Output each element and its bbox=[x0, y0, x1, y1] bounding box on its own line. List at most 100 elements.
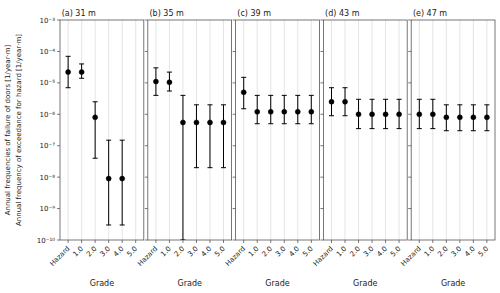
point bbox=[417, 112, 422, 117]
panel: Hazard1.02.03.04.05.0Grade(c) 39 m bbox=[224, 9, 319, 288]
plot-frame bbox=[323, 20, 407, 240]
x-tick bbox=[122, 240, 123, 243]
x-tick bbox=[182, 240, 183, 243]
x-tick bbox=[209, 240, 210, 243]
panel: Hazard1.02.03.04.05.0Grade(b) 35 m bbox=[136, 9, 231, 288]
grid-line bbox=[223, 20, 224, 240]
x-tick-label: 4.0 bbox=[200, 245, 214, 259]
point bbox=[153, 79, 158, 84]
plot-frame bbox=[236, 20, 320, 240]
error-cap-high bbox=[167, 72, 172, 73]
x-tick-label: 4.0 bbox=[112, 245, 126, 259]
error-cap-low bbox=[356, 128, 361, 129]
error-cap-high bbox=[194, 104, 199, 105]
x-tick bbox=[345, 240, 346, 243]
x-tick-label: 4.0 bbox=[288, 245, 302, 259]
grid-line bbox=[459, 20, 460, 240]
y-tick bbox=[408, 208, 411, 209]
error-cap-low bbox=[255, 123, 260, 124]
y-tick bbox=[233, 240, 236, 241]
x-tick bbox=[155, 240, 156, 243]
y-tick bbox=[233, 145, 236, 146]
marks bbox=[241, 77, 314, 123]
panel-title: (b) 35 m bbox=[149, 9, 184, 18]
grid-line bbox=[331, 20, 332, 240]
error-cap-high bbox=[430, 99, 435, 100]
marks bbox=[417, 99, 490, 130]
x-tick-label: 1.0 bbox=[247, 245, 261, 259]
x-tick-label: 2.0 bbox=[436, 245, 450, 259]
point bbox=[221, 120, 226, 125]
grid-line bbox=[196, 20, 197, 240]
y-tick bbox=[320, 240, 323, 241]
point bbox=[457, 115, 462, 120]
x-tick bbox=[108, 240, 109, 243]
error-cap-low bbox=[79, 78, 84, 79]
x-tick-label: 4.0 bbox=[463, 245, 477, 259]
error-cap-high bbox=[457, 104, 462, 105]
error-cap-high bbox=[255, 95, 260, 96]
error-cap-high bbox=[329, 87, 334, 88]
x-tick-label: 5.0 bbox=[213, 245, 227, 259]
error-cap-high bbox=[444, 104, 449, 105]
y-tick bbox=[57, 82, 60, 83]
grid-line bbox=[68, 20, 69, 240]
y-tick bbox=[145, 145, 148, 146]
error-cap-low bbox=[180, 240, 185, 241]
y-tick bbox=[145, 114, 148, 115]
point bbox=[194, 120, 199, 125]
x-tick-label: 1.0 bbox=[335, 245, 349, 259]
point bbox=[329, 99, 334, 104]
error-cap-high bbox=[66, 56, 71, 57]
point bbox=[484, 115, 489, 120]
error-cap-low bbox=[207, 167, 212, 168]
y-tick bbox=[320, 177, 323, 178]
error-cap-low bbox=[66, 87, 71, 88]
error-cap-high bbox=[343, 87, 348, 88]
point bbox=[356, 112, 361, 117]
x-tick-label: 3.0 bbox=[186, 245, 200, 259]
error-bar bbox=[209, 105, 210, 168]
grid-line bbox=[81, 20, 82, 240]
error-cap-low bbox=[194, 167, 199, 168]
y-tick bbox=[408, 82, 411, 83]
error-cap-low bbox=[295, 123, 300, 124]
x-tick-label: Hazard bbox=[400, 245, 423, 268]
y-tick bbox=[320, 51, 323, 52]
y-tick-label: 10⁻⁶ bbox=[40, 111, 56, 119]
x-tick bbox=[243, 240, 244, 243]
point bbox=[397, 112, 402, 117]
x-tick-label: 2.0 bbox=[348, 245, 362, 259]
y-tick-label: 10⁻¹⁰ bbox=[37, 237, 55, 245]
error-cap-low bbox=[417, 128, 422, 129]
grid-line bbox=[169, 20, 170, 240]
y-tick-label: 10⁻³ bbox=[40, 17, 56, 25]
error-cap-high bbox=[180, 95, 185, 96]
error-cap-low bbox=[397, 128, 402, 129]
x-axis-label: Grade bbox=[90, 279, 114, 288]
x-tick bbox=[223, 240, 224, 243]
error-bar bbox=[108, 140, 109, 225]
error-bar bbox=[122, 140, 123, 225]
panel-title: (a) 31 m bbox=[62, 9, 96, 18]
y-tick bbox=[145, 177, 148, 178]
error-bar bbox=[196, 105, 197, 168]
x-tick-label: 5.0 bbox=[301, 245, 315, 259]
error-cap-low bbox=[343, 115, 348, 116]
panel: 10⁻¹⁰10⁻⁹10⁻⁸10⁻⁷10⁻⁶10⁻⁵10⁻⁴10⁻³Hazard1… bbox=[37, 9, 144, 288]
x-axis-label: Grade bbox=[178, 279, 202, 288]
grid-line bbox=[122, 20, 123, 240]
y-tick bbox=[233, 177, 236, 178]
x-tick-label: 3.0 bbox=[99, 245, 113, 259]
grid-line bbox=[108, 20, 109, 240]
error-cap-low bbox=[471, 130, 476, 131]
error-bar bbox=[95, 102, 96, 158]
x-tick bbox=[372, 240, 373, 243]
x-tick-label: Hazard bbox=[224, 245, 247, 268]
x-tick bbox=[432, 240, 433, 243]
x-tick bbox=[459, 240, 460, 243]
point bbox=[295, 109, 300, 114]
panel: Hazard1.02.03.04.05.0Grade(e) 47 m bbox=[400, 9, 495, 288]
grid-line bbox=[399, 20, 400, 240]
error-cap-high bbox=[282, 95, 287, 96]
